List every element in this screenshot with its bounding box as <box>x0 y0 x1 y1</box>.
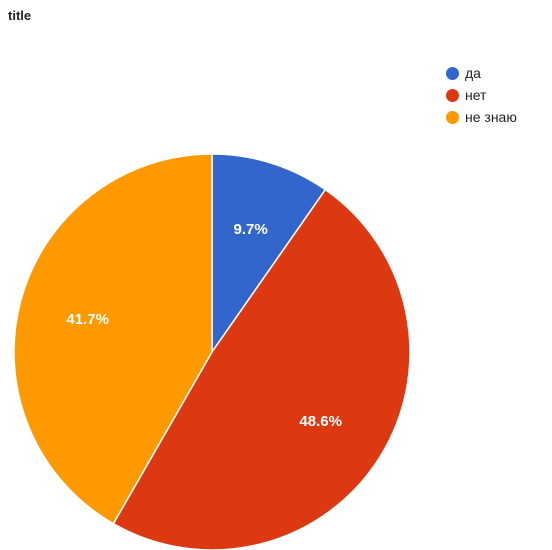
legend-label-da: да <box>465 65 481 81</box>
pie-slice-net[interactable] <box>112 188 411 550</box>
legend-label-ne-znayu: не знаю <box>465 109 517 125</box>
pie-slice-da[interactable] <box>211 153 327 355</box>
legend: да нет не знаю <box>446 62 517 128</box>
legend-label-net: нет <box>465 87 487 103</box>
legend-swatch-net <box>446 88 459 102</box>
pie-label-da: 9.7% <box>234 221 268 238</box>
pie-label-ne-znayu: 41.7% <box>66 311 109 328</box>
legend-swatch-da <box>446 66 459 80</box>
chart-title: title <box>8 8 32 23</box>
pie-slice-ne-znayu[interactable] <box>13 153 213 525</box>
legend-swatch-ne-znayu <box>446 110 459 124</box>
pie-label-net: 48.6% <box>299 413 342 430</box>
legend-item-ne-znayu[interactable]: не знаю <box>446 106 517 128</box>
legend-item-net[interactable]: нет <box>446 84 517 106</box>
legend-item-da[interactable]: да <box>446 62 517 84</box>
